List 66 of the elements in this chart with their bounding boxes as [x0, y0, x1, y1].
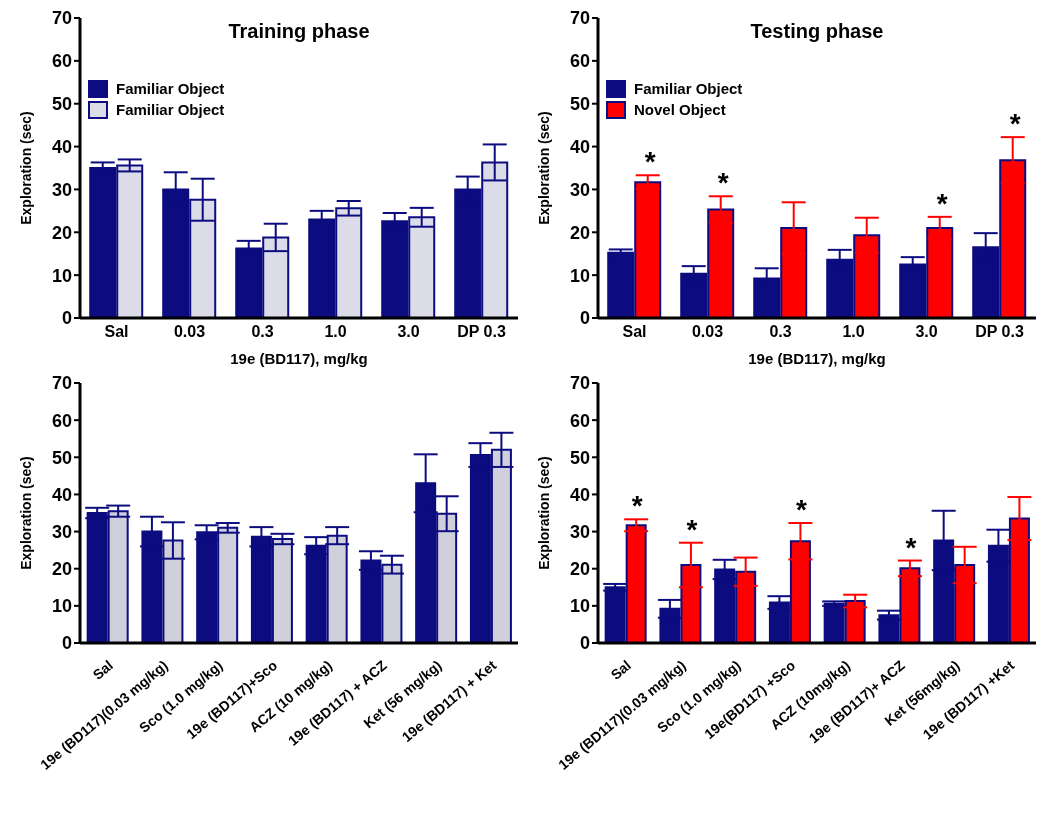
y-tick-label: 40 — [51, 136, 72, 157]
y-tick-label: 70 — [51, 8, 72, 29]
annotation: * — [644, 146, 656, 178]
y-tick-label: 50 — [51, 447, 72, 468]
legend-label: Familiar Object — [116, 100, 225, 120]
y-tick-label: 0 — [579, 308, 590, 329]
legend-label: Familiar Object — [634, 79, 743, 99]
y-tick-label: 10 — [51, 265, 72, 286]
y-tick-label: 60 — [569, 51, 590, 72]
y-tick-label: 70 — [51, 373, 72, 394]
y-tick-label: 50 — [569, 447, 590, 468]
y-tick-label: 0 — [579, 633, 590, 654]
y-axis-title: Exploration (sec) — [17, 456, 34, 570]
annotation: * — [795, 494, 807, 526]
x-axis-title: 19e (BD117), mg/kg — [748, 350, 886, 367]
y-axis-title: Exploration (sec) — [17, 111, 34, 225]
annotation: * — [631, 490, 643, 522]
y-tick-label: 50 — [51, 94, 72, 115]
legend-label: Familiar Object — [116, 79, 225, 99]
x-tick-label: DP 0.3 — [457, 323, 506, 341]
y-tick-label: 20 — [51, 559, 72, 580]
y-tick-label: 60 — [569, 410, 590, 431]
y-tick-label: 60 — [51, 410, 72, 431]
y-tick-label: 30 — [569, 521, 590, 542]
y-tick-label: 20 — [51, 222, 72, 243]
x-tick-label: 1.0 — [842, 323, 865, 341]
chart-title: Training phase — [227, 20, 371, 43]
y-tick-label: 70 — [569, 373, 590, 394]
x-tick-label: 0.3 — [769, 323, 792, 341]
y-tick-label: 20 — [569, 559, 590, 580]
y-tick-label: 20 — [569, 222, 590, 243]
y-tick-label: 60 — [51, 51, 72, 72]
x-tick-label: Sal — [607, 657, 634, 683]
x-tick-label: Sal — [89, 657, 116, 683]
x-tick-label: 0.3 — [251, 323, 274, 341]
y-tick-label: 70 — [569, 8, 590, 29]
y-tick-label: 40 — [569, 484, 590, 505]
x-tick-label: DP 0.3 — [975, 323, 1024, 341]
chart-title: Testing phase — [749, 20, 885, 43]
y-tick-label: 10 — [569, 265, 590, 286]
annotation: * — [905, 531, 917, 563]
x-tick-label: 0.03 — [173, 323, 206, 341]
y-tick-label: 0 — [61, 633, 72, 654]
y-tick-label: 30 — [51, 179, 72, 200]
x-tick-label: 1.0 — [324, 323, 347, 341]
annotation: * — [1009, 108, 1021, 140]
y-tick-label: 40 — [51, 484, 72, 505]
y-tick-label: 10 — [569, 596, 590, 617]
annotation: * — [717, 167, 729, 199]
y-tick-label: 30 — [51, 521, 72, 542]
y-tick-label: 40 — [569, 136, 590, 157]
y-tick-label: 0 — [61, 308, 72, 329]
x-tick-label: 3.0 — [915, 323, 938, 341]
x-tick-label: 3.0 — [397, 323, 420, 341]
annotation: * — [686, 513, 698, 545]
y-axis-title: Exploration (sec) — [535, 456, 552, 570]
y-tick-label: 30 — [569, 179, 590, 200]
x-tick-label: Sal — [622, 323, 647, 341]
y-tick-label: 50 — [569, 94, 590, 115]
x-tick-label: Sal — [104, 323, 129, 341]
y-axis-title: Exploration (sec) — [535, 111, 552, 225]
y-tick-label: 10 — [51, 596, 72, 617]
legend-label: Novel Object — [634, 100, 726, 120]
x-tick-label: 0.03 — [691, 323, 724, 341]
x-axis-title: 19e (BD117), mg/kg — [230, 350, 368, 367]
annotation: * — [936, 187, 948, 219]
